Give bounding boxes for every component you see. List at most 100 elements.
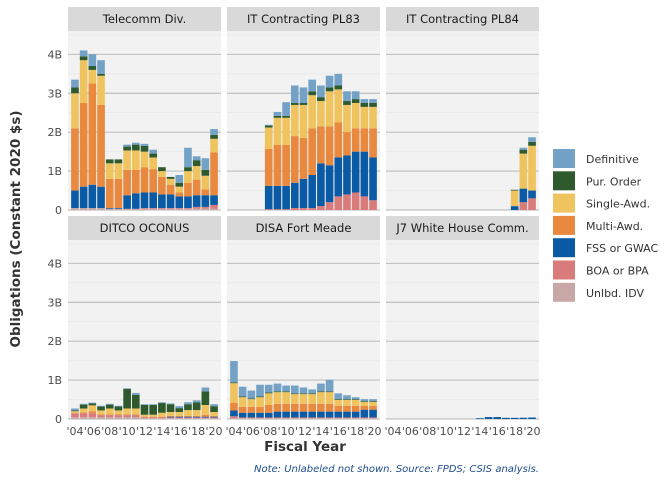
- bar-segment: [114, 178, 123, 209]
- bar-segment: [123, 417, 131, 419]
- bar-segment: [238, 418, 247, 419]
- bar-segment: [343, 399, 351, 406]
- bar-segment: [273, 185, 282, 210]
- bar-segment: [308, 79, 317, 92]
- bar-segment: [131, 408, 140, 415]
- bar-segment: [166, 176, 175, 179]
- plot-background: [386, 240, 539, 419]
- bar-segment: [290, 85, 299, 103]
- bar-segment: [238, 406, 247, 413]
- bar-segment: [201, 404, 210, 415]
- legend-label: Unlbd. IDV: [586, 287, 645, 300]
- x-tick-label: '16: [330, 425, 347, 438]
- facet-title: DISA Fort Meade: [256, 221, 352, 235]
- bar-segment: [192, 195, 201, 207]
- bar-segment: [88, 417, 97, 419]
- facet-strip: [227, 7, 380, 31]
- x-tick-label: '20: [206, 425, 223, 438]
- bar-segment: [290, 136, 299, 183]
- bar-segment: [158, 208, 166, 210]
- bar-segment: [282, 185, 290, 210]
- bar-segment: [114, 414, 123, 416]
- bar-segment: [175, 416, 184, 418]
- bar-segment: [88, 184, 97, 209]
- y-tick-label: 3B: [47, 87, 62, 100]
- x-tick-label: '06: [84, 425, 101, 438]
- bar-segment: [256, 384, 264, 397]
- bar-segment: [184, 196, 192, 209]
- bar-segment: [140, 208, 149, 209]
- bar-segment: [184, 417, 192, 419]
- y-tick-label: 4B: [47, 48, 62, 61]
- bar-segment: [360, 417, 369, 419]
- bar-segment: [264, 127, 273, 149]
- bar-segment: [175, 192, 184, 197]
- bar-segment: [308, 128, 317, 175]
- y-axis-title: Obligations (Constant 2020 $s): [8, 110, 24, 347]
- bar-segment: [343, 132, 351, 156]
- facet-panel: Telecomm Div. 0 1B 2B 3B 4B: [47, 7, 221, 217]
- bar-segment: [105, 415, 114, 418]
- bar-segment: [334, 122, 343, 158]
- bar-segment: [317, 417, 325, 419]
- bar-segment: [238, 396, 247, 398]
- bar-segment: [273, 145, 282, 186]
- bar-segment: [201, 414, 210, 417]
- bar-segment: [97, 75, 105, 105]
- bar-segment: [175, 208, 184, 210]
- bar-segment: [97, 410, 105, 415]
- legend-item: BOA or BPA: [553, 260, 649, 280]
- bar-segment: [519, 202, 528, 210]
- plot-background: [68, 240, 221, 419]
- chart-caption: Note: Unlabeled not shown. Source: FPDS;…: [254, 464, 539, 475]
- bar-segment: [149, 418, 158, 419]
- bar-segment: [140, 417, 149, 419]
- bar-segment: [149, 404, 158, 405]
- bar-segment: [149, 192, 158, 209]
- bar-segment: [210, 416, 218, 418]
- x-tick-label: '08: [419, 425, 436, 438]
- bar-segment: [114, 410, 123, 415]
- bar-segment: [158, 416, 166, 418]
- bar-segment: [201, 418, 210, 419]
- bar-segment: [131, 150, 140, 170]
- bar-segment: [192, 402, 201, 411]
- bar-segment: [140, 414, 149, 417]
- bar-segment: [192, 206, 201, 209]
- bar-segment: [360, 128, 369, 152]
- bar-segment: [71, 413, 79, 418]
- legend-label: Single-Awd.: [586, 198, 650, 211]
- bar-segment: [131, 193, 140, 209]
- bar-segment: [351, 399, 360, 406]
- bar-segment: [192, 166, 201, 180]
- facet-strip: [386, 7, 539, 31]
- bar-segment: [210, 417, 218, 419]
- bar-segment: [201, 158, 210, 170]
- bar-segment: [369, 128, 377, 158]
- bar-segment: [247, 406, 256, 413]
- bar-segment: [290, 102, 299, 105]
- facet-title: J7 White House Comm.: [395, 221, 528, 235]
- bar-segment: [282, 403, 290, 412]
- bar-segment: [325, 403, 334, 412]
- bar-segment: [71, 408, 79, 411]
- bar-segment: [105, 163, 114, 179]
- bar-segment: [325, 392, 334, 404]
- bar-segment: [360, 405, 369, 410]
- bar-segment: [123, 169, 131, 196]
- bar-segment: [123, 208, 131, 210]
- bar-segment: [528, 190, 536, 199]
- bar-segment: [131, 169, 140, 194]
- bar-segment: [123, 388, 131, 390]
- bar-segment: [88, 403, 97, 406]
- bar-segment: [105, 159, 114, 164]
- bar-segment: [192, 418, 201, 419]
- bar-segment: [334, 399, 343, 400]
- bar-segment: [192, 417, 201, 419]
- legend-swatch: [553, 238, 575, 258]
- bar-segment: [369, 418, 377, 419]
- bar-segment: [192, 160, 201, 167]
- bar-segment: [343, 418, 351, 419]
- bar-segment: [299, 208, 308, 210]
